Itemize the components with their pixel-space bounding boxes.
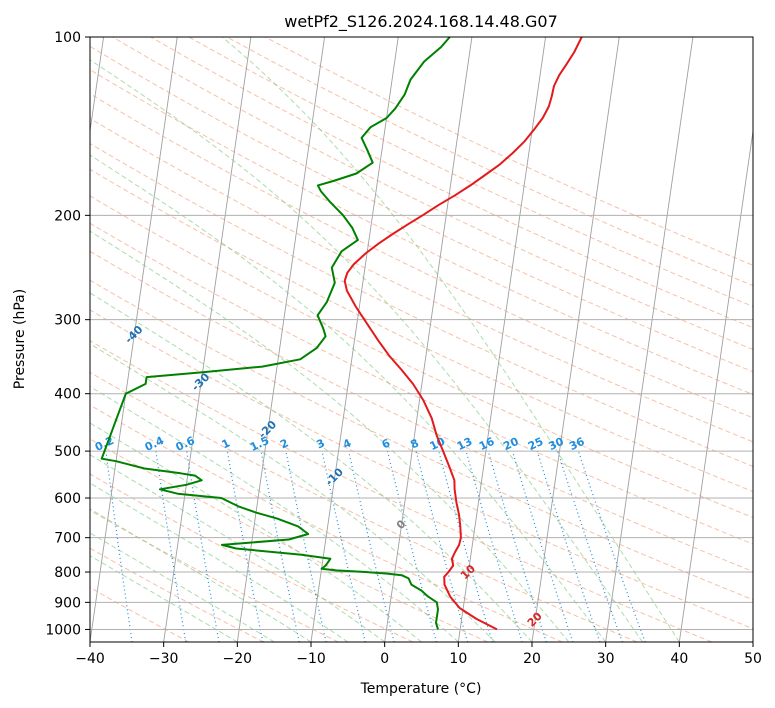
isotherm-lines [90, 37, 753, 642]
moist-adiabat [90, 343, 496, 642]
mixing-ratio-line [285, 450, 327, 642]
y-tick-label: 700 [54, 531, 81, 547]
dry-adiabat [90, 340, 712, 642]
mixing-ratio-line [465, 450, 523, 642]
y-tick-label: 200 [54, 208, 81, 224]
x-tick-label: −30 [149, 651, 179, 667]
x-tick-label: −40 [75, 651, 105, 667]
dry-adiabat [90, 371, 638, 642]
moist-adiabat [90, 532, 275, 642]
y-tick-label: 100 [54, 30, 81, 46]
chart-title: wetPf2_S126.2024.168.14.48.G07 [284, 12, 558, 32]
mixing-ratio-label: 36 [567, 435, 587, 453]
mixing-ratio-line [577, 450, 646, 642]
y-tick-label: 500 [54, 444, 81, 460]
moist-adiabat [90, 555, 238, 642]
isotherm-line [531, 37, 620, 642]
moist-adiabat [90, 454, 385, 642]
x-axis-title: Temperature (°C) [360, 681, 482, 697]
moist-adiabat [90, 154, 607, 642]
sounding-profiles [100, 37, 583, 631]
isotherm-line [90, 37, 178, 642]
mixing-ratio-line [536, 450, 601, 642]
x-tick-label: 30 [597, 651, 615, 667]
x-tick-label: 40 [670, 651, 688, 667]
mixing-ratio-line [226, 450, 264, 642]
moist-adiabat [90, 59, 643, 642]
mixing-ratio-label: 13 [455, 435, 474, 453]
x-tick-label: −20 [223, 651, 253, 667]
dry-adiabat [90, 547, 264, 642]
mixing-ratio-label: 25 [526, 435, 545, 453]
isotherm-line [384, 37, 473, 642]
mixing-ratio-label: 20 [501, 435, 521, 453]
dry-adiabat [90, 69, 753, 396]
moist-adiabat [90, 482, 349, 642]
mixing-ratio-line [321, 450, 366, 642]
mixing-ratio-line [415, 450, 469, 642]
y-tick-label: 1000 [45, 622, 81, 638]
dry-adiabat [90, 195, 753, 519]
mixing-ratio-line [511, 450, 574, 642]
moist-adiabat [90, 385, 459, 642]
dry-adiabat [90, 309, 753, 630]
isotherm-line [310, 37, 399, 642]
mixing-ratio-line [438, 450, 493, 642]
x-tick-label: 10 [449, 651, 467, 667]
y-axis: 100 200 300 400 500 600 700 800 900 1000 [45, 30, 90, 638]
x-tick-label: 20 [523, 651, 541, 667]
dry-adiabat [90, 222, 753, 545]
x-tick-label: −10 [296, 651, 326, 667]
mixing-ratio-label: 16 [477, 435, 497, 453]
mixing-ratio-line [386, 450, 437, 642]
isotherm-line [678, 127, 753, 642]
plot-frame [89, 36, 754, 643]
dry-adiabat [90, 279, 753, 601]
moist-adiabat [90, 422, 422, 642]
y-axis-title: Pressure (hPa) [12, 289, 28, 389]
y-tick-label: 800 [54, 565, 81, 581]
x-tick-label: 50 [744, 651, 762, 667]
plot-area: -100-90-80-70-60-50-40-30-20-10010203040… [90, 37, 753, 642]
y-tick-label: 600 [54, 491, 81, 507]
y-tick-label: 300 [54, 313, 81, 329]
isotherm-line [163, 37, 252, 642]
moist-adiabat [90, 292, 533, 642]
mixing-ratio-line [557, 450, 623, 642]
dry-adiabat [90, 142, 753, 467]
y-tick-label: 400 [54, 387, 81, 403]
moist-adiabat [90, 230, 570, 642]
temperature-profile [343, 37, 583, 631]
isotherm-line [457, 37, 547, 642]
mixing-ratio-label: 30 [546, 435, 566, 453]
isotherm-line [605, 37, 694, 642]
moist-adiabat [221, 37, 680, 642]
dewpoint-profile [100, 37, 451, 630]
y-tick-label: 900 [54, 595, 81, 611]
mixing-ratio-line [260, 450, 300, 642]
mixing-ratio-line [487, 450, 547, 642]
isotherm-line [236, 37, 326, 642]
dry-adiabat [90, 117, 753, 443]
x-axis: −40 −30 −20 −10 0 10 20 30 40 50 [75, 642, 762, 667]
x-tick-label: 0 [380, 651, 389, 667]
